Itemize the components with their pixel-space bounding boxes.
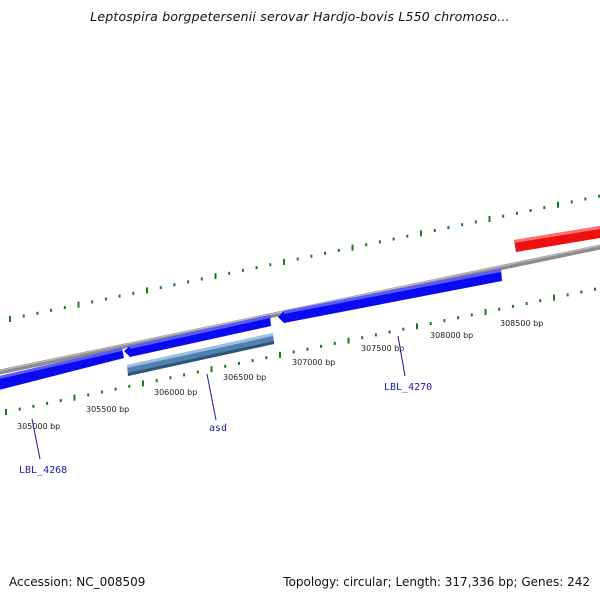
scale-label: 308000 bp	[430, 331, 473, 340]
gene-lbl-4268-arrow[interactable]	[0, 348, 124, 391]
scale-label: 307500 bp	[361, 344, 404, 353]
topology-summary-text: Topology: circular; Length: 317,336 bp; …	[283, 575, 590, 589]
scale-label: 306500 bp	[223, 373, 266, 382]
scale-label: 308500 bp	[500, 319, 543, 328]
inner-tick-row	[5, 287, 597, 415]
gene-lbl-4270-arrow[interactable]	[278, 269, 502, 323]
gene-label-leaders	[31, 335, 406, 460]
scale-label: 305500 bp	[86, 405, 129, 414]
gene-asd-arrow[interactable]	[124, 315, 271, 357]
scale-labels: 305000 bp 305500 bp 306000 bp 306500 bp …	[17, 319, 543, 431]
scale-label: 305000 bp	[17, 422, 60, 431]
gene-highlighted-bar[interactable]	[127, 333, 274, 376]
red-feature[interactable]	[514, 226, 600, 252]
scale-label: 306000 bp	[154, 388, 197, 397]
gene-label-asd[interactable]: asd	[209, 423, 227, 434]
accession-text: Accession: NC_008509	[9, 575, 146, 589]
map-title: Leptospira borgpetersenii serovar Hardjo…	[90, 9, 510, 24]
scale-label: 307000 bp	[292, 358, 335, 367]
gene-label-lbl-4268[interactable]: LBL_4268	[19, 465, 67, 476]
gene-label-lbl-4270[interactable]: LBL_4270	[384, 382, 432, 393]
outer-tick-row	[9, 194, 600, 322]
